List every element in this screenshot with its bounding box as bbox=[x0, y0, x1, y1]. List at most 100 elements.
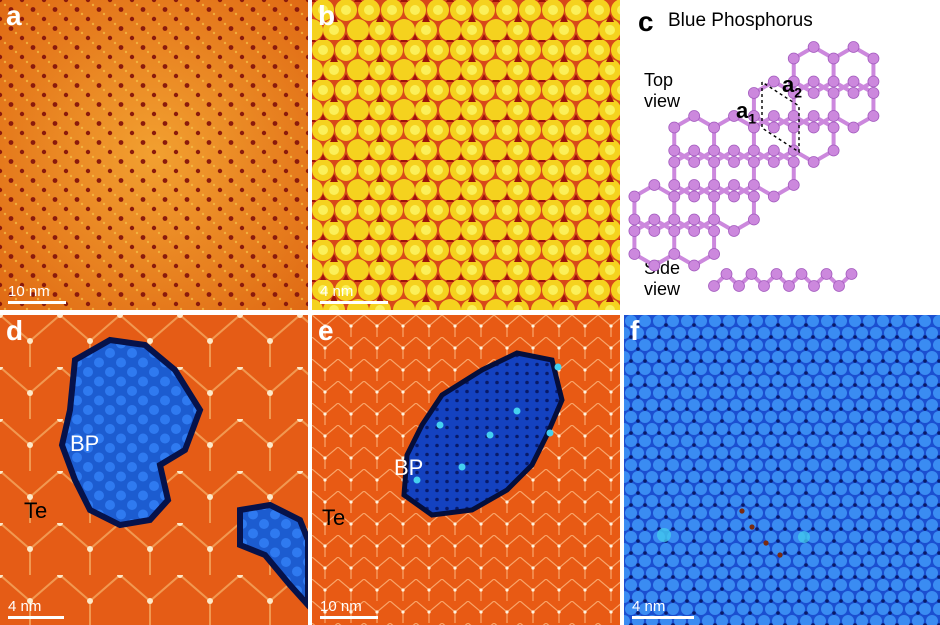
atom bbox=[847, 41, 860, 53]
bp-label-d: BP bbox=[70, 431, 100, 456]
scale-bar-line-e bbox=[320, 616, 378, 619]
panel-d: d BP Te 4 nm bbox=[0, 315, 308, 625]
scale-bar-line-d bbox=[8, 616, 64, 619]
atom bbox=[688, 156, 701, 168]
scale-bar-line-b bbox=[320, 301, 388, 304]
atom bbox=[827, 75, 840, 88]
atom bbox=[708, 213, 720, 226]
atom bbox=[748, 190, 760, 203]
panel-e: e BP Te 10 nm bbox=[312, 315, 620, 625]
atom bbox=[688, 110, 701, 122]
bp-island-small bbox=[237, 501, 308, 610]
scale-bar-line-f bbox=[632, 616, 694, 619]
panel-letter-d: d bbox=[6, 315, 24, 346]
atom bbox=[708, 179, 720, 191]
atom bbox=[787, 110, 800, 122]
atom bbox=[688, 144, 701, 157]
lattice-vector-a1: a1 bbox=[736, 98, 757, 127]
atom bbox=[688, 213, 701, 226]
atom bbox=[748, 144, 760, 157]
atom bbox=[748, 110, 760, 122]
atom bbox=[708, 190, 720, 203]
atom bbox=[767, 75, 780, 88]
atom bbox=[807, 121, 820, 134]
structure-title: Blue Phosphorus bbox=[668, 10, 813, 31]
atom bbox=[807, 156, 820, 168]
scale-bar-b: 4 nm bbox=[320, 284, 388, 304]
side-atom bbox=[708, 280, 720, 292]
atom bbox=[708, 225, 720, 237]
scale-bar-e: 10 nm bbox=[320, 599, 378, 619]
atom bbox=[867, 52, 880, 65]
atom bbox=[728, 110, 740, 122]
side-atom bbox=[720, 268, 733, 280]
atom bbox=[807, 87, 820, 99]
side-view-chain bbox=[708, 268, 858, 292]
atom bbox=[748, 87, 760, 99]
atom bbox=[708, 121, 720, 134]
scale-label-f: 4 nm bbox=[632, 598, 666, 615]
atom bbox=[648, 179, 661, 191]
atom bbox=[668, 144, 681, 157]
bp-label-e: BP bbox=[394, 455, 424, 480]
panel-letter-e: e bbox=[318, 315, 334, 346]
side-atom bbox=[795, 268, 808, 280]
atom bbox=[728, 144, 740, 157]
atom bbox=[807, 110, 820, 122]
bp-island-large bbox=[58, 336, 204, 529]
atom bbox=[648, 225, 661, 237]
atom bbox=[767, 190, 780, 203]
scale-label-e: 10 nm bbox=[320, 598, 362, 615]
atom bbox=[708, 144, 720, 157]
atom bbox=[787, 121, 800, 134]
atom bbox=[767, 110, 780, 122]
side-atom bbox=[783, 280, 795, 292]
atom bbox=[827, 110, 840, 122]
atom bbox=[668, 225, 681, 237]
atom bbox=[648, 213, 661, 226]
top-view-line2: view bbox=[644, 90, 681, 111]
stm-image-b bbox=[312, 0, 620, 310]
atom bbox=[807, 41, 820, 53]
honeycomb-lattice bbox=[628, 41, 880, 272]
atom bbox=[728, 225, 740, 237]
atom bbox=[628, 225, 641, 237]
top-view-line1: Top bbox=[644, 70, 674, 90]
te-label-d: Te bbox=[24, 498, 48, 523]
atom bbox=[708, 156, 720, 168]
atom bbox=[767, 121, 780, 134]
side-atom bbox=[845, 268, 858, 280]
top-view-label: Top view bbox=[644, 70, 680, 111]
side-atom bbox=[745, 268, 758, 280]
atom bbox=[628, 248, 641, 260]
atom bbox=[748, 213, 760, 226]
panel-b: b 4 nm bbox=[312, 0, 620, 310]
atom bbox=[668, 190, 681, 203]
atom bbox=[668, 156, 681, 168]
atom bbox=[688, 259, 701, 272]
atom bbox=[728, 190, 740, 203]
side-atom bbox=[733, 280, 745, 292]
panel-a: a 10 nm bbox=[0, 0, 308, 310]
scale-label-b: 4 nm bbox=[320, 283, 354, 300]
atom bbox=[847, 75, 860, 88]
atom bbox=[708, 248, 720, 260]
side-atom bbox=[820, 268, 833, 280]
side-view-line2: view bbox=[644, 278, 681, 299]
atom bbox=[728, 179, 740, 191]
atom bbox=[688, 190, 701, 203]
atom bbox=[787, 156, 800, 168]
stm-image-e bbox=[312, 315, 620, 625]
panel-letter-c: c bbox=[638, 6, 654, 37]
atom bbox=[827, 121, 840, 134]
lattice-diagram bbox=[628, 41, 880, 292]
atom bbox=[628, 213, 641, 226]
atom bbox=[787, 75, 800, 88]
panel-c: c Blue Phosphorus Top view Side view a1 … bbox=[624, 0, 940, 310]
atom bbox=[787, 179, 800, 191]
atom bbox=[867, 110, 880, 122]
atom bbox=[748, 179, 760, 191]
atom bbox=[807, 75, 820, 88]
atom bbox=[847, 121, 860, 134]
